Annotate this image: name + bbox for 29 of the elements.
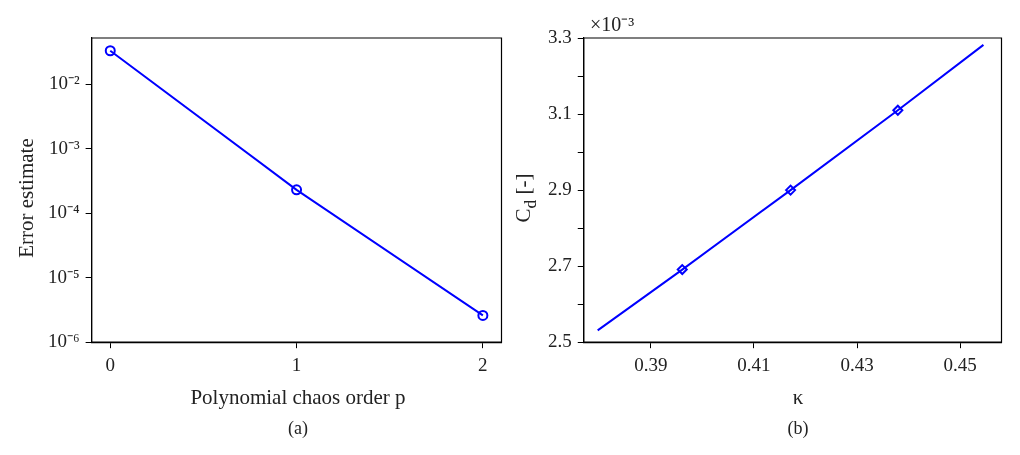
x-tick-label: 0.39 [634,353,668,375]
x-tick-label: 0.41 [737,353,771,375]
x-axis-title: κ [791,385,805,410]
y-axis-title: Error estimate [13,138,39,258]
text: (a) [287,418,309,439]
x-tick-label: 2 [478,353,488,375]
y-tick-label: 10⁻⁵ [48,265,80,287]
x-tick-label: 0.43 [840,353,874,375]
y-tick-label: 2.5 [548,330,572,352]
point [477,309,489,321]
y-tick-label: 3.1 [548,102,572,124]
y-tick-label: 3.3 [548,25,572,47]
text: (b) [786,418,810,439]
x-axis-title: Polynomial chaos order p [189,385,407,410]
point [785,184,797,196]
text: ×10⁻³ [590,12,635,37]
point [676,264,688,276]
point [892,104,904,116]
y-tick-label: 10⁻³ [48,136,80,158]
x-tick-label: 0.45 [943,353,977,375]
x-tick-label: 1 [291,353,302,375]
y-tick-label: 10⁻⁴ [48,201,80,223]
y-tick-label: 10⁻⁶ [48,330,80,352]
x-tick-label: 0 [105,353,115,375]
point [104,45,116,57]
y-tick-label: 2.7 [548,254,572,276]
point [291,184,303,196]
y-tick-label: 10⁻² [48,72,80,94]
y-tick-label: 2.9 [548,178,572,200]
